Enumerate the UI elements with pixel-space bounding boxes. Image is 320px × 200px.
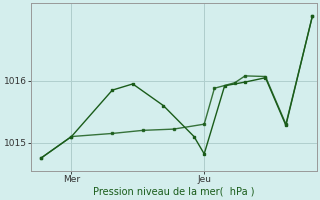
X-axis label: Pression niveau de la mer(  hPa ): Pression niveau de la mer( hPa ) [93, 187, 254, 197]
